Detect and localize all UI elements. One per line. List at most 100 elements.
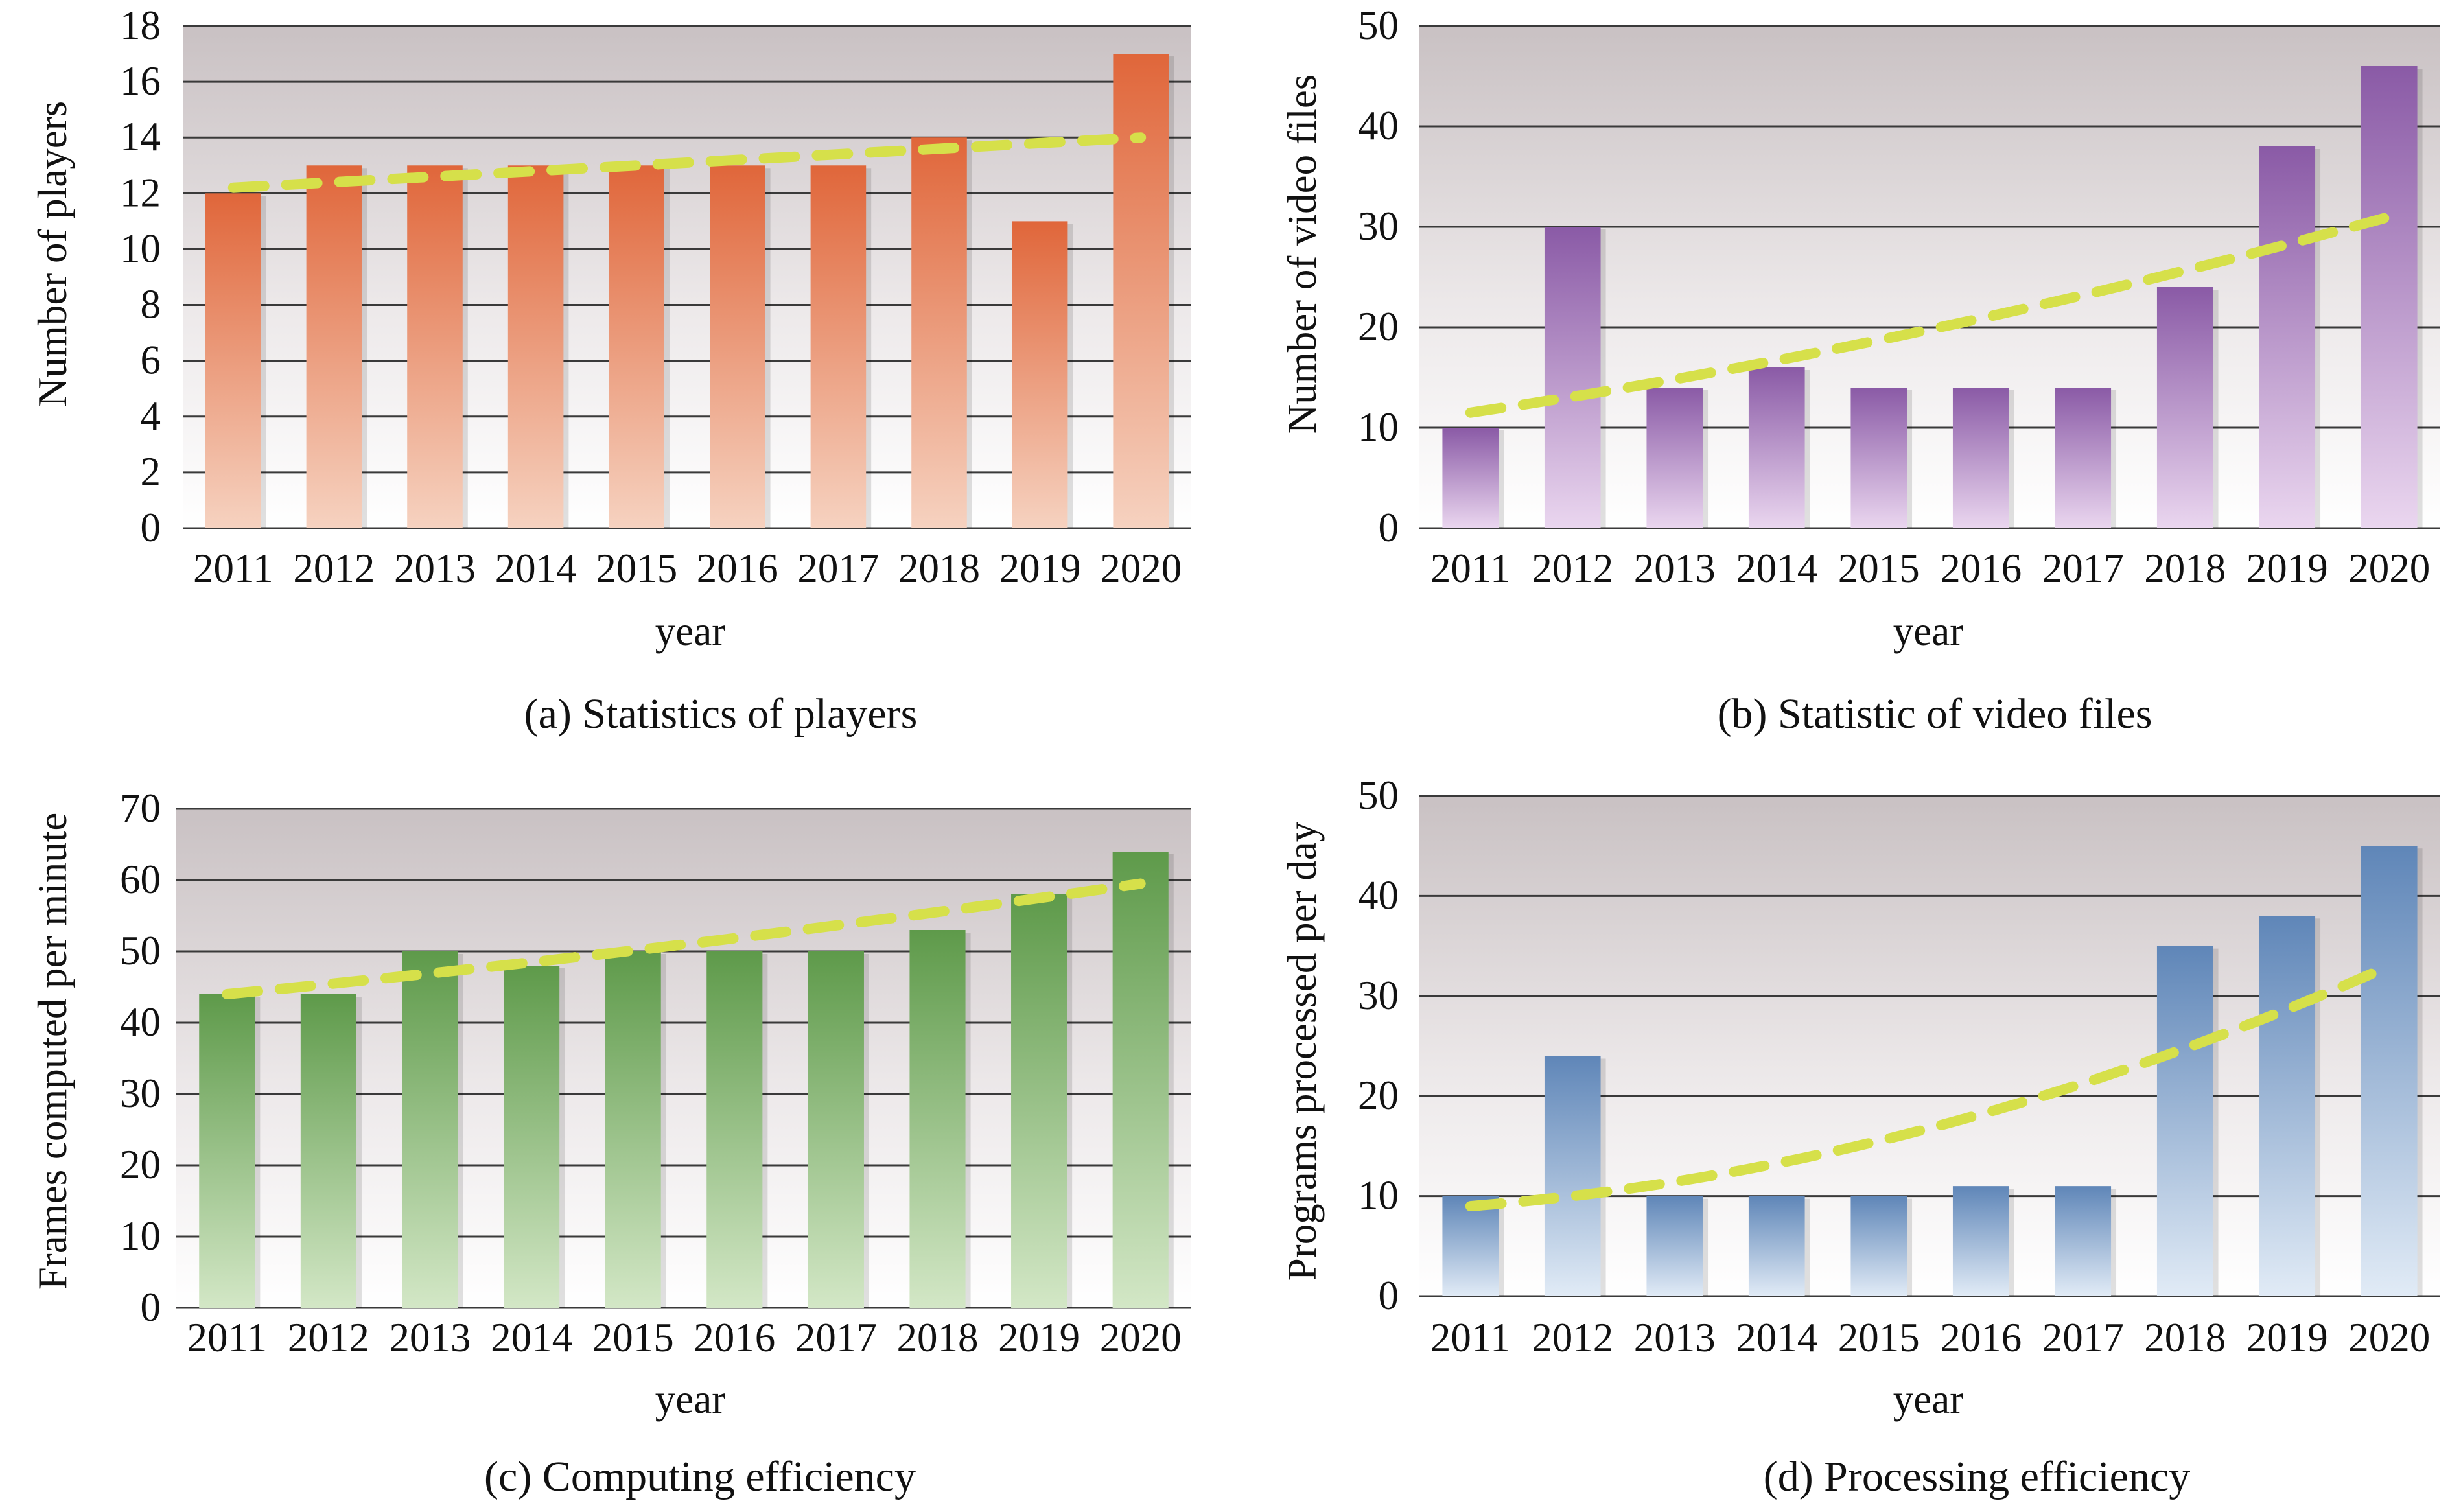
bar-2016 — [1952, 1186, 2009, 1296]
y-axis-title: Programs processed per day — [1279, 821, 1325, 1281]
x-tick-label: 2019 — [2246, 1315, 2328, 1360]
bar-2012 — [1544, 1056, 1601, 1296]
bar-2020 — [1113, 54, 1169, 529]
trend-line — [228, 132, 1147, 193]
x-tick-label: 2014 — [495, 546, 577, 591]
bar-2012 — [300, 994, 356, 1308]
bar-2015 — [1850, 1196, 1908, 1296]
bar-2011 — [199, 994, 255, 1308]
bar-2019 — [2259, 146, 2316, 528]
bar-2020 — [2361, 846, 2418, 1296]
chart-caption: (b) Statistic of video files — [1718, 690, 2152, 738]
x-tick-label: 2015 — [596, 546, 677, 591]
x-axis-title: year — [655, 1377, 725, 1422]
y-tick-label: 40 — [1358, 103, 1399, 148]
x-tick-label: 2013 — [1634, 546, 1716, 591]
bar-2019 — [2259, 916, 2316, 1296]
bar-2011 — [1442, 428, 1499, 528]
x-tick-label: 2020 — [2348, 1315, 2430, 1360]
chart-caption: (a) Statistics of players — [524, 690, 918, 738]
x-tick-label: 2011 — [1430, 546, 1511, 591]
x-tick-label: 2019 — [2246, 546, 2328, 591]
x-tick-label: 2017 — [795, 1315, 877, 1360]
x-tick-label: 2016 — [694, 1315, 775, 1360]
y-tick-label: 30 — [1358, 973, 1399, 1018]
bar-2011 — [205, 193, 261, 528]
bar-2013 — [1646, 388, 1703, 528]
y-tick-label: 50 — [1358, 3, 1399, 48]
bar-2015 — [609, 165, 664, 528]
x-tick-label: 2015 — [1838, 1315, 1920, 1360]
x-tick-label: 2013 — [1634, 1315, 1716, 1360]
bar-2017 — [808, 951, 864, 1308]
y-tick-label: 40 — [120, 999, 161, 1045]
bar-2013 — [402, 951, 458, 1308]
x-tick-label: 2013 — [390, 1315, 471, 1360]
x-tick-label: 2011 — [193, 546, 274, 591]
x-tick-label: 2013 — [394, 546, 476, 591]
y-tick-label: 40 — [1358, 872, 1399, 918]
chart-d: 0 10 20 30 40 50 2011 2012 2013 2014 2015 2016 2017 2… — [1279, 773, 2440, 1500]
trend-line — [222, 878, 1146, 999]
y-tick-label: 16 — [120, 58, 161, 104]
y-tick-label: 20 — [1358, 1073, 1399, 1118]
bar-2020 — [1112, 852, 1169, 1308]
y-tick-label: 0 — [141, 505, 161, 550]
bar-2015 — [1850, 388, 1908, 528]
x-tick-label: 2019 — [999, 546, 1081, 591]
x-tick-label: 2014 — [1736, 546, 1817, 591]
x-tick-label: 2012 — [1532, 1315, 1613, 1360]
x-tick-label: 2016 — [697, 546, 778, 591]
bar-2014 — [504, 966, 560, 1308]
y-tick-label: 0 — [1379, 505, 1399, 550]
bar-2013 — [407, 165, 463, 528]
x-tick-label: 2019 — [998, 1315, 1080, 1360]
bar-2016 — [710, 165, 765, 528]
bar-2019 — [1011, 894, 1068, 1308]
y-axis-title: Frames computed per minute — [30, 813, 75, 1290]
trend-line — [1465, 211, 2395, 418]
bar-2018 — [911, 137, 967, 528]
y-tick-label: 20 — [120, 1142, 161, 1187]
y-tick-label: 8 — [141, 282, 161, 327]
x-tick-label: 2014 — [491, 1315, 572, 1360]
x-tick-label: 2012 — [293, 546, 375, 591]
x-tick-label: 2012 — [288, 1315, 369, 1360]
trend-line — [1465, 960, 2395, 1212]
x-axis-title: year — [1893, 609, 1963, 654]
x-tick-label: 2018 — [2144, 1315, 2226, 1360]
y-tick-label: 10 — [120, 226, 161, 271]
bar-2019 — [1012, 221, 1068, 528]
y-tick-label: 30 — [120, 1071, 161, 1116]
y-tick-label: 6 — [141, 338, 161, 383]
bar-2012 — [1544, 227, 1601, 528]
x-tick-label: 2020 — [2348, 546, 2430, 591]
x-tick-label: 2018 — [897, 1315, 979, 1360]
x-axis-title: year — [1893, 1377, 1963, 1422]
chart-caption: (d) Processing efficiency — [1764, 1453, 2191, 1500]
x-tick-label: 2016 — [1940, 1315, 2022, 1360]
bar-2014 — [508, 165, 564, 528]
x-tick-label: 2011 — [1430, 1315, 1511, 1360]
y-tick-label: 20 — [1358, 304, 1399, 349]
x-tick-label: 2017 — [797, 546, 879, 591]
bar-2017 — [810, 165, 867, 528]
x-tick-label: 2018 — [898, 546, 980, 591]
x-tick-label: 2015 — [592, 1315, 674, 1360]
bar-2014 — [1748, 367, 1805, 528]
x-tick-label: 2018 — [2144, 546, 2226, 591]
y-tick-label: 70 — [120, 785, 161, 831]
y-tick-label: 18 — [120, 3, 161, 48]
x-tick-label: 2014 — [1736, 1315, 1817, 1360]
bar-2012 — [306, 165, 362, 528]
bar-2017 — [2055, 388, 2112, 528]
x-tick-label: 2017 — [2042, 1315, 2124, 1360]
y-tick-label: 30 — [1358, 204, 1399, 249]
y-tick-label: 2 — [141, 449, 161, 494]
y-tick-label: 50 — [120, 928, 161, 973]
y-axis-title: Number of players — [30, 101, 75, 407]
x-axis-title: year — [655, 609, 725, 654]
bar-2015 — [605, 951, 661, 1308]
x-tick-label: 2020 — [1100, 1315, 1182, 1360]
